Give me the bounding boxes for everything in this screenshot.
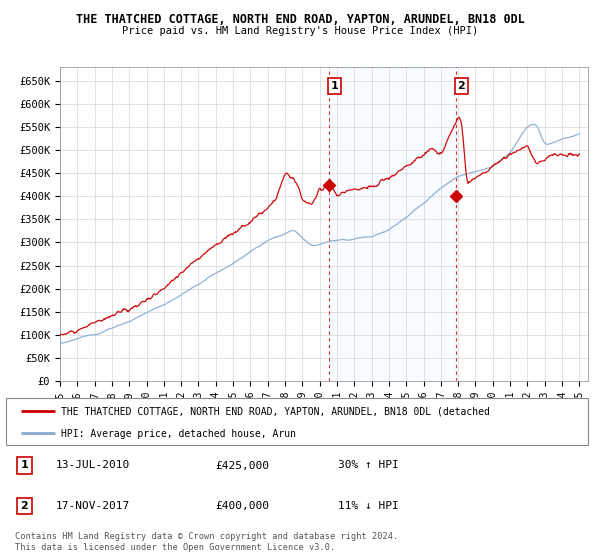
Text: 30% ↑ HPI: 30% ↑ HPI	[338, 460, 398, 470]
Text: This data is licensed under the Open Government Licence v3.0.: This data is licensed under the Open Gov…	[15, 543, 335, 552]
Text: Contains HM Land Registry data © Crown copyright and database right 2024.: Contains HM Land Registry data © Crown c…	[15, 532, 398, 541]
Text: 1: 1	[331, 81, 338, 91]
Text: 1: 1	[20, 460, 28, 470]
Text: THE THATCHED COTTAGE, NORTH END ROAD, YAPTON, ARUNDEL, BN18 0DL: THE THATCHED COTTAGE, NORTH END ROAD, YA…	[76, 13, 524, 26]
Text: Price paid vs. HM Land Registry's House Price Index (HPI): Price paid vs. HM Land Registry's House …	[122, 26, 478, 36]
Text: 17-NOV-2017: 17-NOV-2017	[55, 501, 130, 511]
FancyBboxPatch shape	[6, 398, 588, 445]
Text: THE THATCHED COTTAGE, NORTH END ROAD, YAPTON, ARUNDEL, BN18 0DL (detached: THE THATCHED COTTAGE, NORTH END ROAD, YA…	[61, 407, 490, 417]
Bar	[329, 67, 456, 381]
Text: 13-JUL-2010: 13-JUL-2010	[55, 460, 130, 470]
Text: £400,000: £400,000	[215, 501, 269, 511]
Text: 11% ↓ HPI: 11% ↓ HPI	[338, 501, 398, 511]
Text: £425,000: £425,000	[215, 460, 269, 470]
Text: 2: 2	[457, 81, 465, 91]
Text: HPI: Average price, detached house, Arun: HPI: Average price, detached house, Arun	[61, 430, 296, 439]
Text: 2: 2	[20, 501, 28, 511]
